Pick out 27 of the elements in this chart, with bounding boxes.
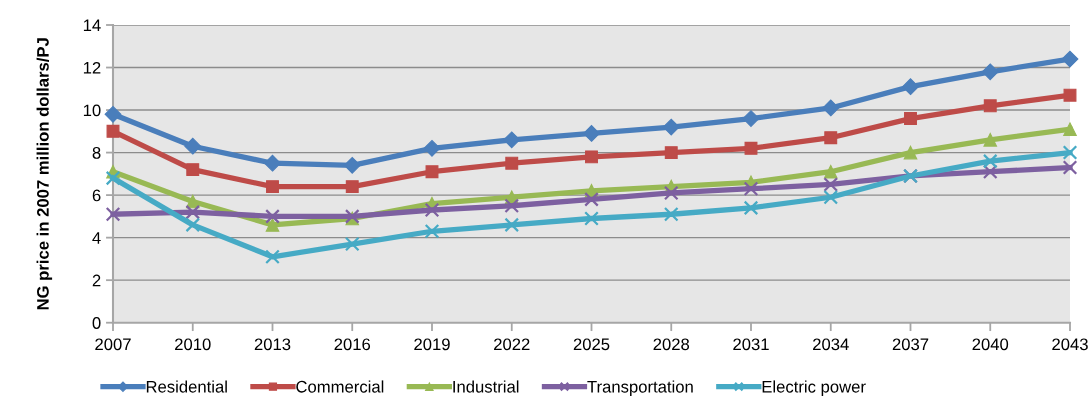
x-tick-label: 2010 [175,338,211,351]
legend-label: Residential [146,380,227,393]
legend-label: Commercial [296,380,384,393]
x-tick-label: 2025 [573,338,610,351]
x-tick-label: 2037 [892,338,929,351]
x-tick-label: 2022 [494,338,530,351]
y-tick-label: 0 [92,317,101,329]
x-tick-label: 2031 [733,338,769,351]
y-tick-label: 4 [92,232,101,244]
x-tick-label: 2034 [813,338,849,351]
x-tick-label: 2040 [972,338,1009,351]
x-tick-label: 2028 [653,338,690,351]
y-tick-label: 12 [83,61,101,74]
x-tick-label: 2043 [1052,338,1088,351]
y-tick-label: 6 [92,189,101,202]
legend-label: Transportation [587,380,693,396]
y-tick-label: 2 [92,274,101,287]
y-tick-label: 14 [83,19,101,32]
y-tick-label: 8 [92,146,101,159]
y-axis-title: NG price in 2007 million dollars/PJ [36,38,53,310]
x-tick-label: 2016 [334,338,371,351]
y-tick-label: 10 [83,104,101,117]
x-tick-label: 2007 [95,338,131,351]
x-tick-label: 2013 [254,338,291,351]
legend-label: Industrial [453,380,519,393]
x-tick-label: 2019 [414,338,450,351]
legend-label: Electric power [762,380,866,396]
